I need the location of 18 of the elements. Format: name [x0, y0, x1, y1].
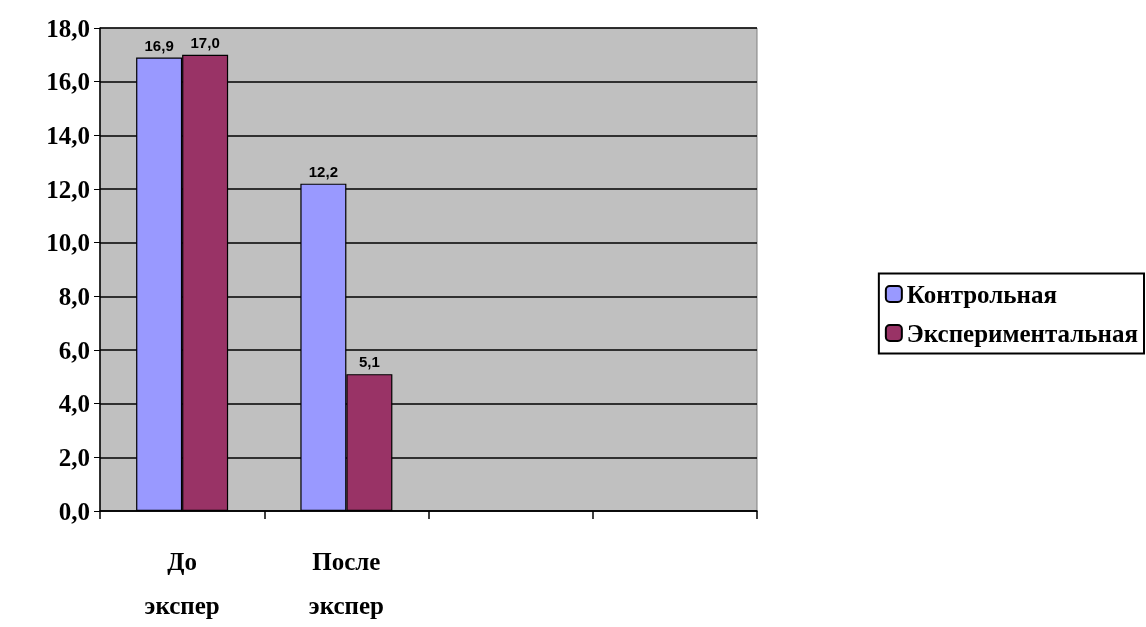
y-tick-label: 18,0	[46, 14, 90, 42]
y-tick-label: 4,0	[58, 390, 90, 418]
x-tick-label: До экспер	[144, 547, 220, 619]
y-tick-label: 8,0	[58, 282, 90, 310]
data-label: 5,1	[358, 353, 380, 371]
data-label: 12,2	[308, 162, 338, 180]
legend-label: Контрольная	[906, 280, 1057, 308]
legend-label: Экспериментальная	[906, 319, 1138, 347]
data-label: 16,9	[144, 36, 174, 54]
x-tick-label: После экспер	[308, 547, 384, 619]
data-label: 17,0	[190, 33, 220, 51]
y-tick-label: 14,0	[46, 121, 90, 149]
y-tick-label: 2,0	[58, 443, 90, 471]
y-tick-label: 6,0	[58, 336, 90, 364]
y-tick-label: 10,0	[46, 229, 90, 257]
y-tick-label: 12,0	[46, 175, 90, 203]
y-tick-label: 0,0	[58, 497, 90, 525]
y-tick-label: 16,0	[46, 68, 90, 96]
